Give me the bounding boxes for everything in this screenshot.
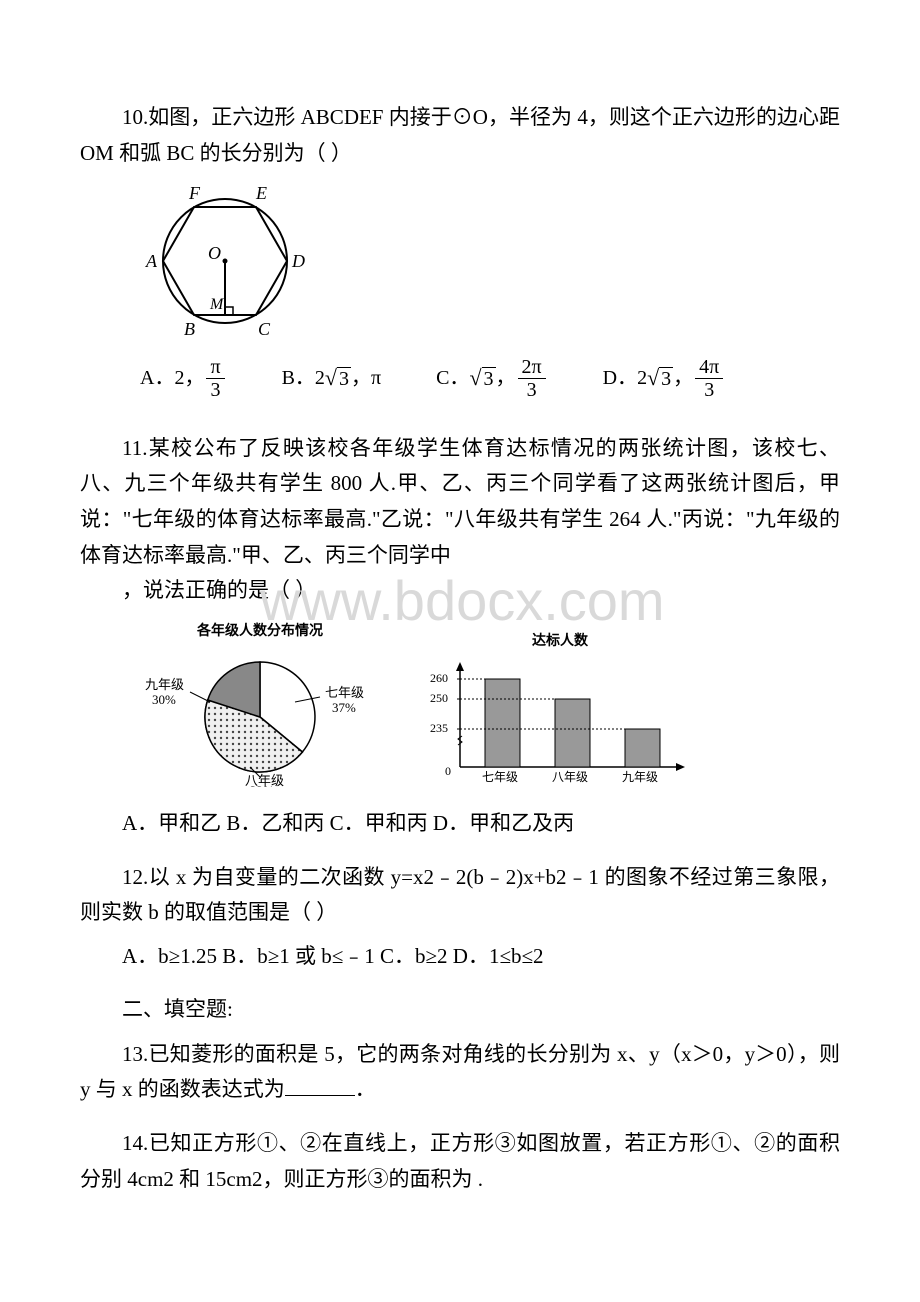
q10-choice-b: B．23，π (282, 359, 382, 396)
q10-choice-a: A．2， π 3 (140, 356, 227, 401)
pie-chart: 七年级 37% 八年级 33% 九年级 30% (140, 647, 380, 787)
q10-figure: F E D C B A O M (140, 181, 840, 350)
choice-d-prefix: D．2 (603, 361, 647, 395)
svg-text:七年级: 七年级 (482, 770, 518, 784)
sqrt: 3 (325, 359, 351, 396)
q12-choices: A．b≥1.25 B．b≥1 或 b≤﹣1 C．b≥2 D．1≤b≤2 (80, 939, 840, 975)
q12-text: 12.以 x 为自变量的二次函数 y=x2﹣2(b﹣2)x+b2﹣1 的图象不经… (80, 860, 840, 931)
pie-chart-container: 各年级人数分布情况 (140, 619, 380, 796)
svg-text:B: B (184, 319, 195, 339)
pie-label-g7: 七年级 (325, 685, 364, 700)
svg-text:F: F (188, 183, 201, 203)
q10-choice-d: D．23， 4π 3 (603, 356, 726, 401)
pie-title: 各年级人数分布情况 (140, 619, 380, 643)
hexagon-diagram: F E D C B A O M (140, 181, 310, 341)
svg-text:A: A (145, 251, 158, 271)
section-2-title: 二、填空题: (80, 993, 840, 1023)
svg-text:九年级: 九年级 (622, 770, 658, 784)
svg-text:250: 250 (430, 691, 448, 705)
q10-choice-c: C．3， 2π 3 (436, 356, 548, 401)
svg-text:30%: 30% (152, 692, 176, 707)
q13-text: 13.已知菱形的面积是 5，它的两条对角线的长分别为 x、y（x＞0，y＞0），… (80, 1037, 840, 1108)
choice-a-prefix: A．2， (140, 361, 204, 395)
q10-text: 10.如图，正六边形 ABCDEF 内接于⊙O，半径为 4，则这个正六边形的边心… (80, 100, 840, 171)
choice-b-prefix: B．2 (282, 361, 325, 395)
q11-text2: ，说法正确的是（ ） (80, 573, 840, 609)
svg-text:M: M (209, 296, 225, 313)
svg-text:O: O (208, 243, 221, 263)
svg-text:33%: 33% (250, 783, 274, 787)
sqrt: 3 (647, 359, 673, 396)
question-13: 13.已知菱形的面积是 5，它的两条对角线的长分别为 x、y（x＞0，y＞0），… (80, 1037, 840, 1108)
choice-b-suffix: ，π (351, 361, 381, 395)
fill-blank (285, 1075, 355, 1096)
choice-c-prefix: C． (436, 361, 469, 395)
question-12: 12.以 x 为自变量的二次函数 y=x2﹣2(b﹣2)x+b2﹣1 的图象不经… (80, 860, 840, 975)
bar-title: 达标人数 (420, 629, 700, 653)
q11-choices: A．甲和乙 B．乙和丙 C．甲和丙 D．甲和乙及丙 (80, 806, 840, 842)
choice-d-mid: ， (673, 361, 693, 395)
q13-post: ． (355, 1077, 376, 1101)
bar-chart-container: 达标人数 260 250 235 0 (420, 629, 700, 796)
q13-pre: 13.已知菱形的面积是 5，它的两条对角线的长分别为 x、y（x＞0，y＞0），… (80, 1042, 840, 1102)
svg-text:37%: 37% (332, 700, 356, 715)
question-14: 14.已知正方形①、②在直线上，正方形③如图放置，若正方形①、②的面积分别 4c… (80, 1126, 840, 1197)
svg-text:九年级: 九年级 (145, 677, 184, 692)
svg-text:八年级: 八年级 (552, 770, 588, 784)
fraction: π 3 (206, 356, 224, 401)
question-11: 11.某校公布了反映该校各年级学生体育达标情况的两张统计图，该校七、八、九三个年… (80, 431, 840, 842)
fraction: 2π 3 (518, 356, 546, 401)
bar-chart: 260 250 235 0 七年级 (420, 657, 700, 787)
svg-text:0: 0 (445, 764, 451, 778)
svg-text:C: C (258, 319, 271, 339)
sqrt: 3 (469, 359, 495, 396)
svg-text:D: D (291, 251, 305, 271)
q10-choices: A．2， π 3 B．23，π C．3， 2π 3 D．23， 4π (140, 356, 840, 401)
svg-text:260: 260 (430, 671, 448, 685)
fraction: 4π 3 (695, 356, 723, 401)
choice-c-mid: ， (496, 361, 516, 395)
q11-figures: 各年级人数分布情况 (140, 619, 840, 796)
svg-text:E: E (255, 183, 267, 203)
q14-text: 14.已知正方形①、②在直线上，正方形③如图放置，若正方形①、②的面积分别 4c… (80, 1126, 840, 1197)
question-10: 10.如图，正六边形 ABCDEF 内接于⊙O，半径为 4，则这个正六边形的边心… (80, 100, 840, 401)
svg-text:235: 235 (430, 721, 448, 735)
q11-text: 11.某校公布了反映该校各年级学生体育达标情况的两张统计图，该校七、八、九三个年… (80, 431, 840, 574)
